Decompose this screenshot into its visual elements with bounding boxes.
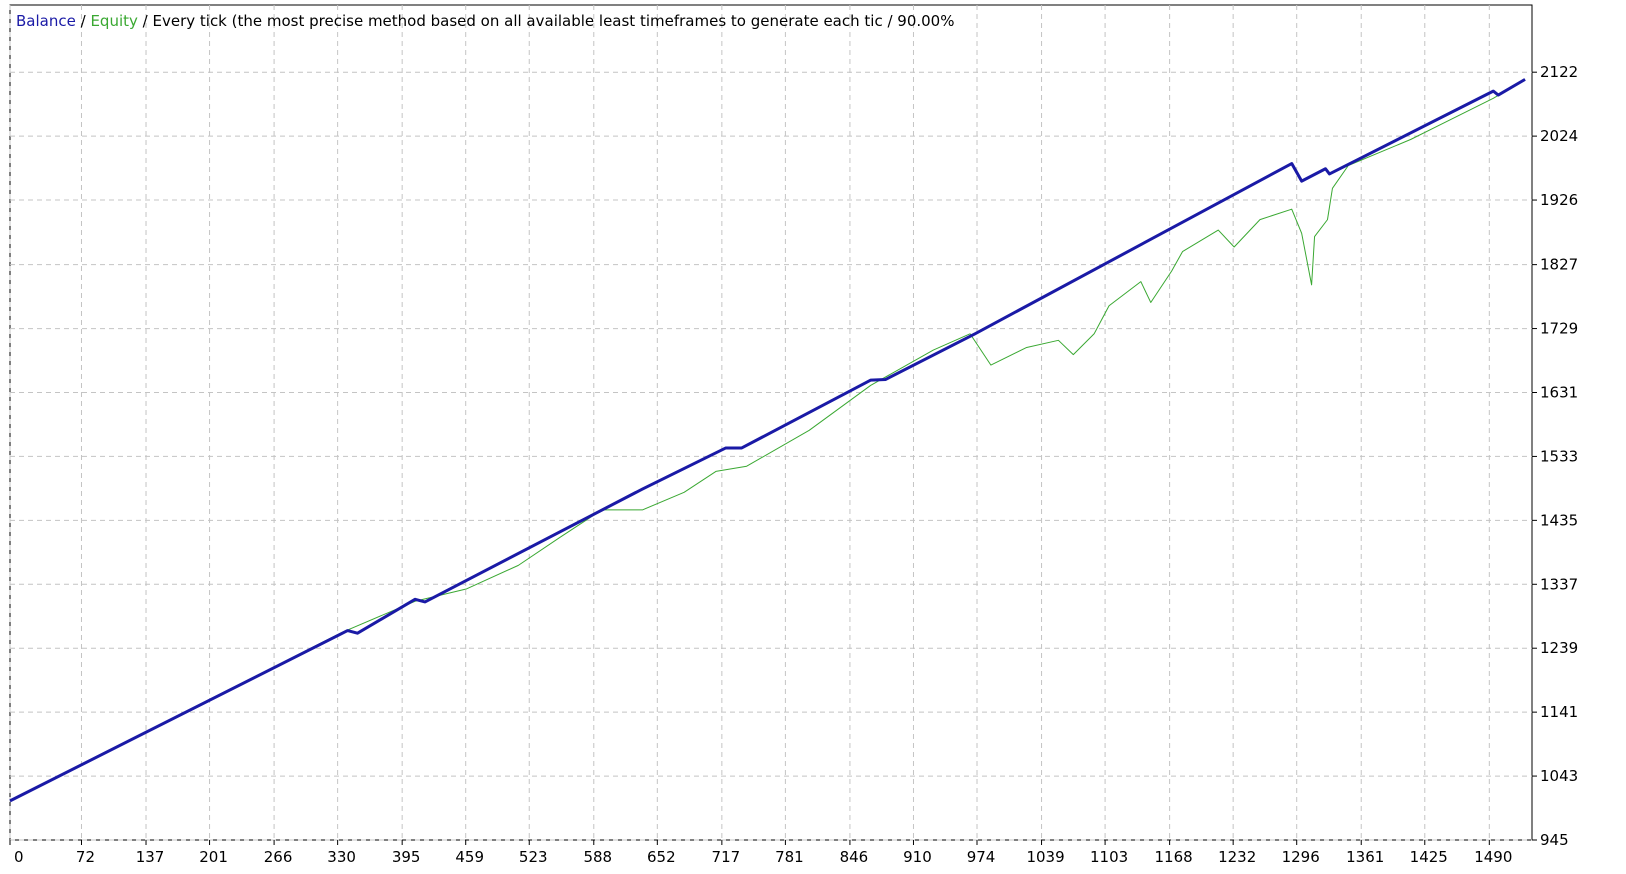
y-tick-label: 2122	[1540, 63, 1578, 81]
x-tick-label: 1490	[1474, 848, 1512, 866]
x-tick-label: 1039	[1026, 848, 1064, 866]
subtitle: / Every tick (the most precise method ba…	[143, 12, 955, 30]
legend-separator: /	[81, 12, 87, 30]
y-tick-label: 1827	[1540, 256, 1578, 274]
y-tick-label: 1533	[1540, 447, 1578, 465]
y-tick-label: 2024	[1540, 127, 1578, 145]
lines	[9, 78, 1526, 803]
x-tick-label: 974	[967, 848, 996, 866]
y-tick-label: 1729	[1540, 320, 1578, 338]
x-tick-label: 523	[519, 848, 548, 866]
x-tick-label: 330	[327, 848, 356, 866]
series-line	[9, 78, 1526, 803]
x-tick-label: 717	[712, 848, 741, 866]
y-tick-label: 1631	[1540, 383, 1578, 401]
x-tick-label: 1361	[1346, 848, 1384, 866]
x-tick-label: 1103	[1090, 848, 1128, 866]
y-tick-label: 1926	[1540, 191, 1578, 209]
x-tick-label: 395	[392, 848, 421, 866]
x-tick-label: 266	[264, 848, 293, 866]
y-tick-label: 945	[1540, 831, 1569, 849]
x-tick-label: 1425	[1410, 848, 1448, 866]
legend-balance: Balance	[16, 12, 76, 30]
x-tick-label: 1168	[1155, 848, 1193, 866]
y-tick-label: 1141	[1540, 703, 1578, 721]
chart-title: Balance / Equity / Every tick (the most …	[16, 12, 954, 30]
y-tick-label: 1337	[1540, 575, 1578, 593]
x-tick-label: 72	[76, 848, 95, 866]
x-tick-label: 910	[903, 848, 932, 866]
x-tick-label: 137	[136, 848, 165, 866]
x-tick-label: 781	[775, 848, 804, 866]
y-tick-label: 1043	[1540, 767, 1578, 785]
x-tick-label: 1296	[1282, 848, 1320, 866]
x-tick-label: 846	[840, 848, 869, 866]
x-tick-label: 1232	[1218, 848, 1256, 866]
x-tick-label: 588	[583, 848, 612, 866]
x-tick-label: 0	[14, 848, 24, 866]
x-tick-label: 201	[199, 848, 228, 866]
x-tick-label: 459	[455, 848, 484, 866]
y-tick-label: 1435	[1540, 511, 1578, 529]
y-tick-label: 1239	[1540, 639, 1578, 657]
series-line	[9, 78, 1526, 802]
legend-equity: Equity	[90, 12, 138, 30]
x-tick-label: 652	[647, 848, 676, 866]
plot-frame	[9, 4, 1533, 841]
